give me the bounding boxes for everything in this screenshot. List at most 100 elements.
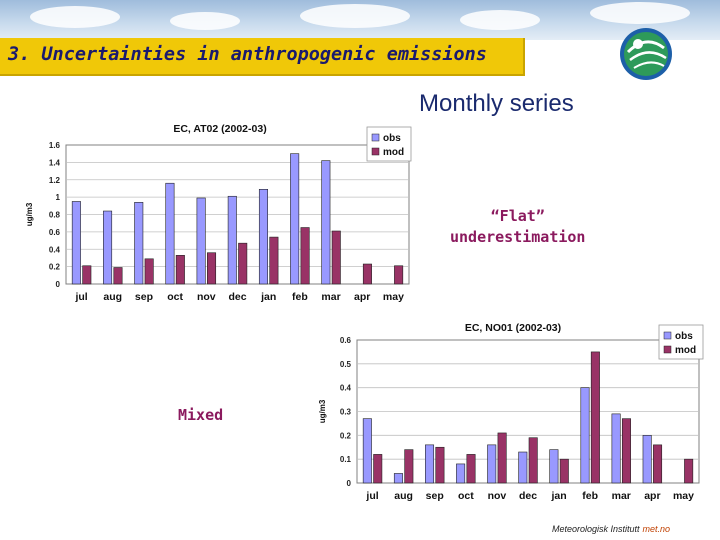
bar-obs-aug: [103, 210, 113, 285]
y-tick-label: 0.2: [340, 431, 352, 440]
footer-brand: met.no: [642, 524, 671, 534]
bar-obs-jan: [258, 189, 268, 285]
bar-mod-dec: [528, 437, 538, 484]
y-tick-label: 1.6: [49, 141, 61, 150]
y-axis-label: ug/m3: [318, 399, 327, 423]
bar-mod-jan: [559, 458, 569, 484]
cloud: [460, 10, 540, 30]
bar-mod-mar: [621, 418, 631, 484]
x-tick-label: jan: [260, 291, 276, 303]
legend-swatch-mod: [663, 345, 672, 354]
x-tick-label: nov: [197, 291, 216, 303]
note-flat-line2: underestimation: [450, 228, 586, 246]
y-tick-label: 0: [347, 479, 352, 488]
bar-mod-jan: [269, 236, 279, 285]
legend: [366, 126, 412, 162]
x-tick-label: may: [383, 291, 404, 303]
bar-mod-dec: [238, 242, 248, 285]
bar-obs-sep: [134, 202, 144, 285]
x-tick-label: aug: [103, 291, 122, 303]
note-flat-line1: “Flat”: [490, 207, 545, 225]
bar-mod-apr: [362, 263, 372, 285]
bar-obs-aug: [393, 473, 403, 484]
bar-mod-nov: [497, 432, 507, 484]
bar-mod-jul: [373, 454, 383, 484]
y-tick-label: 1.4: [49, 158, 61, 167]
bar-mod-jul: [82, 265, 92, 285]
x-tick-label: feb: [582, 490, 598, 502]
x-tick-label: oct: [458, 490, 474, 502]
x-tick-label: feb: [292, 291, 308, 303]
y-tick-label: 0.5: [340, 360, 352, 369]
bar-mod-aug: [113, 267, 123, 285]
bar-obs-sep: [425, 444, 435, 484]
sky-banner: [0, 0, 720, 40]
bar-obs-jul: [71, 201, 81, 285]
y-tick-label: 0.3: [340, 408, 352, 417]
x-tick-label: dec: [519, 490, 537, 502]
met-logo-icon: [620, 28, 672, 80]
chart-title: EC, AT02 (2002-03): [173, 123, 266, 135]
bar-mod-sep: [144, 258, 154, 285]
x-tick-label: apr: [354, 291, 370, 303]
title-banner: 3. Uncertainties in anthropogenic emissi…: [0, 38, 525, 76]
chart-no01: 0 0.1 0.2 0.3 0.4 0.5 0.6 jul aug sep oct nov dec jan…: [318, 322, 704, 502]
note-mixed: Mixed: [178, 406, 224, 424]
y-tick-label: 0.4: [49, 245, 61, 254]
y-tick-label: 1.2: [49, 176, 61, 185]
legend-label-mod: mod: [383, 147, 404, 158]
cloud: [30, 6, 120, 28]
x-tick-label: aug: [394, 490, 413, 502]
x-tick-label: jul: [365, 490, 378, 502]
cloud: [170, 12, 240, 30]
y-tick-label: 0.6: [340, 336, 352, 345]
bar-obs-feb: [580, 387, 590, 484]
bar-obs-dec: [518, 451, 528, 484]
x-tick-label: jan: [551, 490, 567, 502]
y-tick-label: 0.8: [49, 211, 61, 220]
x-tick-label: mar: [321, 291, 340, 303]
bar-mod-apr: [653, 444, 663, 484]
x-tick-label: may: [673, 490, 694, 502]
legend-label-obs: obs: [675, 331, 693, 342]
bar-mod-feb: [590, 351, 600, 484]
bar-mod-may: [684, 458, 694, 484]
chart-title: EC, NO01 (2002-03): [465, 322, 561, 334]
bar-mod-feb: [300, 227, 310, 285]
bar-mod-mar: [331, 230, 341, 285]
footer: Meteorologisk Institutt met.no: [552, 524, 670, 534]
footer-text: Meteorologisk Institutt: [552, 524, 640, 534]
legend-swatch-mod: [371, 147, 380, 156]
y-axis-label: ug/m3: [25, 202, 34, 226]
cloud: [300, 4, 410, 28]
x-tick-label: jul: [74, 291, 87, 303]
bar-obs-mar: [611, 413, 621, 484]
bar-obs-oct: [165, 182, 175, 285]
legend-swatch-obs: [371, 133, 380, 142]
x-tick-label: apr: [644, 490, 660, 502]
bar-obs-nov: [487, 444, 497, 484]
bar-obs-oct: [456, 463, 466, 484]
slide-subtitle: Monthly series: [419, 90, 574, 117]
y-tick-label: 0.4: [340, 384, 352, 393]
x-tick-label: sep: [135, 291, 153, 303]
bar-mod-may: [394, 265, 404, 285]
bar-mod-aug: [404, 449, 414, 484]
y-tick-label: 0.1: [340, 455, 352, 464]
bar-obs-mar: [321, 160, 331, 285]
x-tick-label: nov: [488, 490, 507, 502]
legend-swatch-obs: [663, 331, 672, 340]
x-tick-label: mar: [612, 490, 631, 502]
y-tick-label: 1: [56, 193, 61, 202]
legend-label-mod: mod: [675, 345, 696, 356]
cloud: [590, 2, 690, 24]
y-tick-label: 0.6: [49, 228, 61, 237]
x-tick-label: sep: [426, 490, 444, 502]
y-tick-label: 0: [56, 280, 61, 289]
bar-mod-oct: [175, 255, 185, 285]
x-tick-label: oct: [167, 291, 183, 303]
chart-at02: 0 0.2 0.4 0.6 0.8 1 1.2 1.4 1.6 jul aug sep oct nov de…: [25, 123, 412, 303]
legend: [658, 324, 704, 360]
bar-mod-sep: [435, 446, 445, 484]
bar-obs-apr: [642, 435, 652, 484]
